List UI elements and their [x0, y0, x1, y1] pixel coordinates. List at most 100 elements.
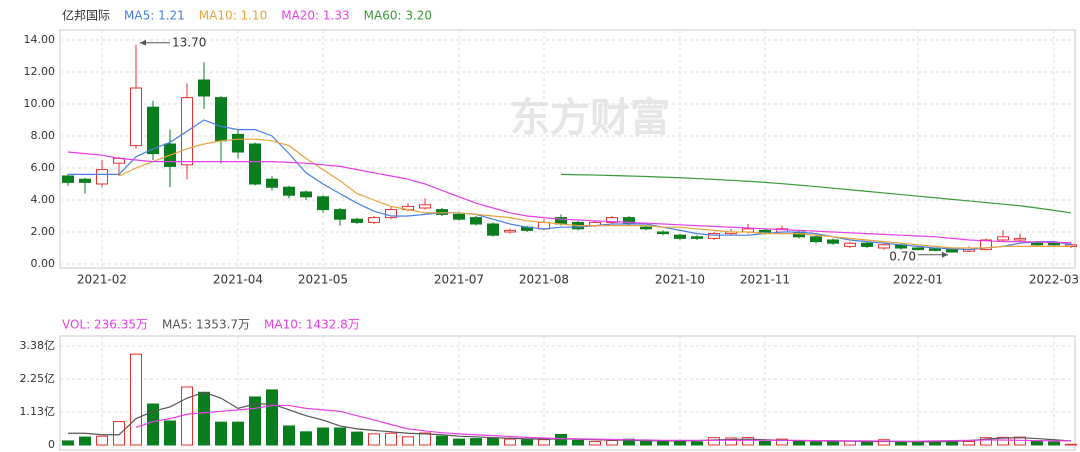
x-tick-label: 2021-11	[740, 273, 790, 287]
candle-body	[759, 229, 771, 233]
y-tick-label: 10.00	[24, 97, 56, 110]
candle-body	[946, 249, 958, 253]
candle-body	[283, 186, 295, 196]
volume-bar	[708, 437, 720, 446]
volume-bar	[606, 440, 618, 446]
volume-bar	[79, 436, 91, 446]
ma-line	[135, 404, 1072, 442]
volume-bar	[368, 433, 380, 446]
candle-body	[929, 248, 941, 251]
volume-bar	[232, 421, 244, 446]
volume-bar	[334, 427, 346, 446]
candle-body	[640, 226, 652, 230]
volume-bar	[283, 425, 295, 446]
volume-bar	[487, 437, 499, 446]
volume-bar	[776, 438, 788, 446]
volume-bar	[470, 438, 482, 446]
candle-body	[334, 209, 346, 220]
volume-frame	[59, 335, 1076, 451]
volume-bar	[436, 435, 448, 446]
candle-body	[147, 106, 159, 155]
volume-bar	[912, 441, 924, 446]
candle-body	[368, 217, 380, 223]
candle-body	[606, 217, 618, 223]
legend-entry: MA10: 1432.8万	[264, 318, 360, 332]
volume-bar	[521, 439, 533, 446]
volume-bar	[1048, 441, 1060, 446]
price-frame	[59, 29, 1076, 269]
volume-bar	[980, 437, 992, 446]
legend-entry: MA20: 1.33	[281, 9, 349, 23]
volume-bar	[266, 389, 278, 446]
candle-body	[1014, 237, 1026, 241]
volume-bar	[385, 432, 397, 446]
y-tick-label: 6.00	[31, 161, 56, 174]
legend-entry: VOL: 236.35万	[62, 318, 148, 332]
volume-bar	[793, 440, 805, 446]
y-tick-label: 8.00	[31, 129, 56, 142]
volume-bar	[963, 440, 975, 446]
candle-body	[317, 196, 329, 211]
volume-bar	[555, 433, 567, 446]
volume-bar	[504, 438, 516, 446]
candle-body	[436, 209, 448, 215]
volume-bar	[589, 440, 601, 446]
volume-bar	[113, 421, 125, 446]
volume-bar	[538, 439, 550, 446]
x-tick-label: 2021-07	[434, 273, 484, 287]
legend-entry: 亿邦国际	[62, 8, 110, 23]
candle-body	[300, 191, 312, 198]
volume-bar	[62, 440, 74, 446]
volume-bar	[198, 391, 210, 446]
candle-body	[861, 242, 873, 247]
volume-bar	[742, 436, 754, 446]
volume-bar	[674, 440, 686, 446]
volume-bar	[453, 438, 465, 446]
annotation-arrowhead	[942, 251, 948, 258]
y-tick-label: 1.13亿	[20, 405, 56, 418]
x-tick-label: 2021-05	[298, 273, 348, 287]
volume-bar	[249, 396, 261, 446]
candle-body	[691, 236, 703, 239]
volume-bar	[181, 386, 193, 446]
y-tick-label: 14.00	[24, 33, 56, 46]
annotation-label: 13.70	[172, 35, 206, 49]
volume-bar	[300, 431, 312, 446]
y-tick-label: 2.25亿	[20, 372, 56, 385]
ma-line	[68, 119, 1072, 251]
volume-bar	[640, 440, 652, 446]
candle-body	[657, 231, 669, 235]
volume-bar	[215, 421, 227, 446]
candle-body	[130, 87, 142, 147]
volume-bar	[96, 435, 108, 446]
candle-body	[215, 97, 227, 142]
volume-bar	[572, 439, 584, 446]
volume-bar	[759, 440, 771, 446]
volume-bar	[317, 427, 329, 446]
y-tick-label: 0	[48, 438, 55, 451]
legend-entry: MA60: 3.20	[364, 9, 432, 23]
x-tick-label: 2022-01	[893, 273, 943, 287]
candle-body	[79, 178, 91, 183]
legend-entry: MA5: 1.21	[124, 9, 185, 23]
candle-body	[249, 143, 261, 185]
watermark: 东方财富	[510, 95, 670, 141]
x-tick-label: 2021-02	[77, 273, 127, 287]
volume-bar	[827, 441, 839, 446]
volume-bar	[351, 431, 363, 446]
volume-bar	[810, 441, 822, 446]
y-tick-label: 0.00	[31, 257, 56, 270]
volume-bar	[946, 441, 958, 446]
candle-body	[708, 233, 720, 239]
volume-bar	[147, 403, 159, 446]
candle-body	[827, 239, 839, 244]
volume-bar	[130, 353, 142, 446]
ma-line	[67, 151, 1072, 244]
candle-body	[980, 239, 992, 251]
candle-body	[453, 213, 465, 220]
annotation-label: 0.70	[889, 249, 916, 263]
candle-body	[674, 234, 686, 239]
candle-body	[878, 244, 890, 249]
candle-body	[1031, 242, 1043, 246]
